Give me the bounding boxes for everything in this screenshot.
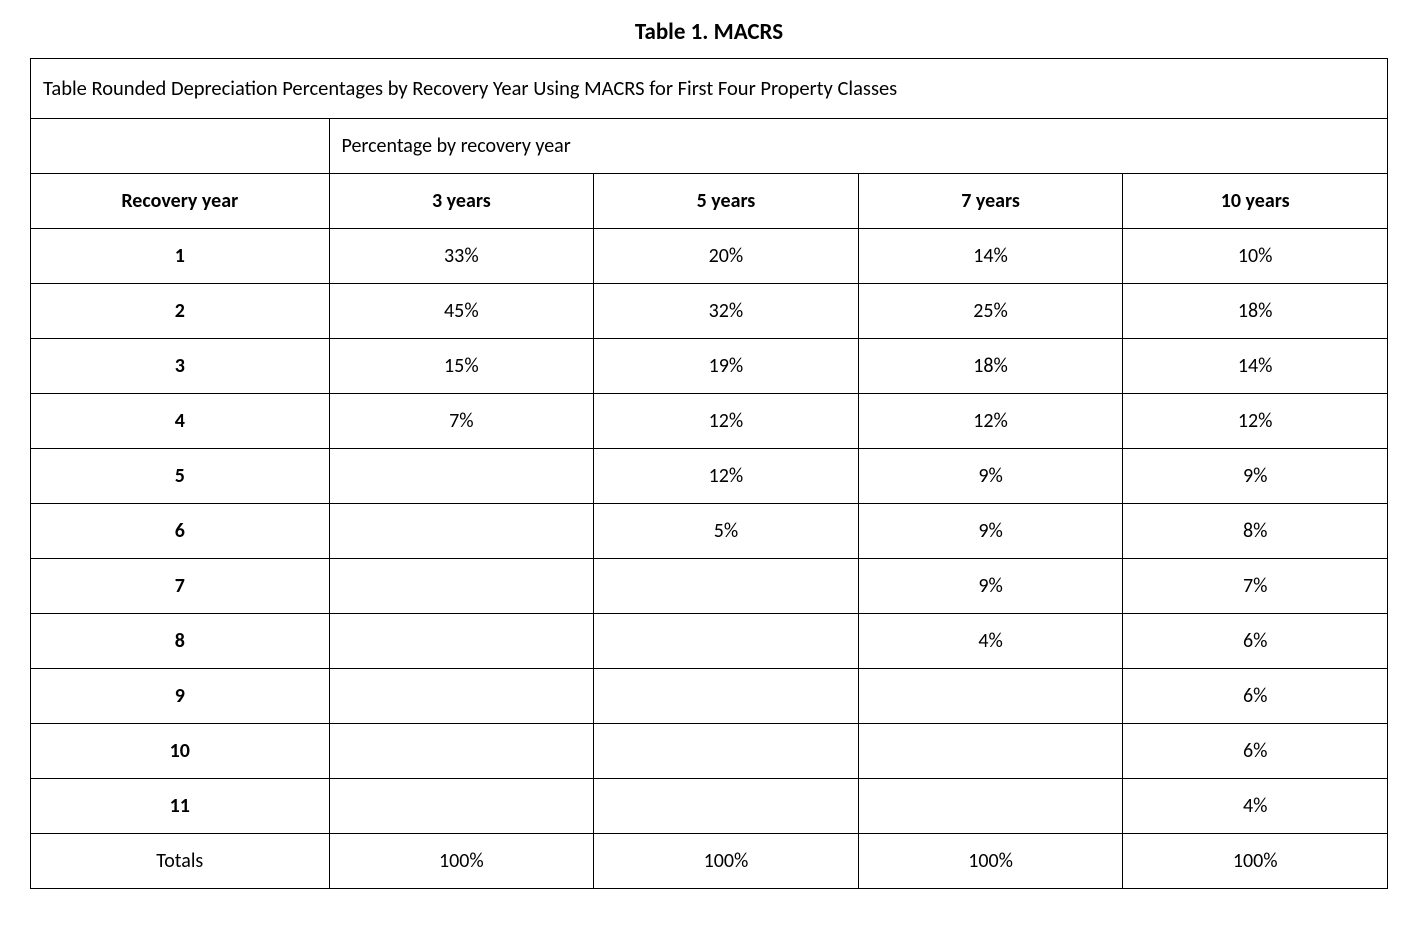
cell-3y bbox=[329, 723, 594, 778]
cell-totals-7y: 100% bbox=[858, 833, 1123, 888]
cell-3y bbox=[329, 558, 594, 613]
col-header-7-years: 7 years bbox=[858, 173, 1123, 228]
cell-3y bbox=[329, 613, 594, 668]
table-row: 4 7% 12% 12% 12% bbox=[31, 393, 1388, 448]
table-row: 3 15% 19% 18% 14% bbox=[31, 338, 1388, 393]
cell-7y bbox=[858, 723, 1123, 778]
table-row: 8 4% 6% bbox=[31, 613, 1388, 668]
cell-10y: 4% bbox=[1123, 778, 1388, 833]
macrs-table: Table Rounded Depreciation Percentages b… bbox=[30, 58, 1388, 889]
cell-5y: 12% bbox=[594, 448, 859, 503]
cell-year: 7 bbox=[31, 558, 330, 613]
cell-3y: 33% bbox=[329, 228, 594, 283]
cell-totals-10y: 100% bbox=[1123, 833, 1388, 888]
col-header-5-years: 5 years bbox=[594, 173, 859, 228]
cell-year: 3 bbox=[31, 338, 330, 393]
table-caption-row: Table Rounded Depreciation Percentages b… bbox=[31, 59, 1388, 119]
col-header-10-years: 10 years bbox=[1123, 173, 1388, 228]
cell-7y: 25% bbox=[858, 283, 1123, 338]
cell-3y bbox=[329, 448, 594, 503]
cell-7y bbox=[858, 668, 1123, 723]
col-header-recovery-year: Recovery year bbox=[31, 173, 330, 228]
cell-7y: 9% bbox=[858, 558, 1123, 613]
cell-10y: 12% bbox=[1123, 393, 1388, 448]
cell-7y: 18% bbox=[858, 338, 1123, 393]
cell-7y: 14% bbox=[858, 228, 1123, 283]
cell-10y: 6% bbox=[1123, 668, 1388, 723]
cell-10y: 14% bbox=[1123, 338, 1388, 393]
table-row: 11 4% bbox=[31, 778, 1388, 833]
cell-totals-3y: 100% bbox=[329, 833, 594, 888]
table-title: Table 1. MACRS bbox=[30, 18, 1388, 46]
table-row: 7 9% 7% bbox=[31, 558, 1388, 613]
table-subhead-blank bbox=[31, 118, 330, 173]
cell-7y: 9% bbox=[858, 448, 1123, 503]
cell-year: 2 bbox=[31, 283, 330, 338]
table-row: 5 12% 9% 9% bbox=[31, 448, 1388, 503]
table-row: 6 5% 9% 8% bbox=[31, 503, 1388, 558]
cell-5y bbox=[594, 778, 859, 833]
cell-3y: 7% bbox=[329, 393, 594, 448]
cell-3y bbox=[329, 668, 594, 723]
cell-3y: 15% bbox=[329, 338, 594, 393]
cell-3y bbox=[329, 503, 594, 558]
cell-year: 1 bbox=[31, 228, 330, 283]
cell-10y: 6% bbox=[1123, 613, 1388, 668]
cell-5y: 5% bbox=[594, 503, 859, 558]
cell-5y bbox=[594, 723, 859, 778]
cell-year: 8 bbox=[31, 613, 330, 668]
cell-10y: 18% bbox=[1123, 283, 1388, 338]
table-row: 1 33% 20% 14% 10% bbox=[31, 228, 1388, 283]
cell-totals-5y: 100% bbox=[594, 833, 859, 888]
cell-5y: 19% bbox=[594, 338, 859, 393]
cell-5y bbox=[594, 668, 859, 723]
cell-year: 10 bbox=[31, 723, 330, 778]
cell-5y bbox=[594, 558, 859, 613]
cell-3y bbox=[329, 778, 594, 833]
cell-3y: 45% bbox=[329, 283, 594, 338]
cell-10y: 7% bbox=[1123, 558, 1388, 613]
cell-5y: 20% bbox=[594, 228, 859, 283]
table-subhead: Percentage by recovery year bbox=[329, 118, 1387, 173]
cell-10y: 8% bbox=[1123, 503, 1388, 558]
table-header-row: Recovery year 3 years 5 years 7 years 10… bbox=[31, 173, 1388, 228]
cell-10y: 9% bbox=[1123, 448, 1388, 503]
cell-totals-label: Totals bbox=[31, 833, 330, 888]
col-header-3-years: 3 years bbox=[329, 173, 594, 228]
cell-year: 6 bbox=[31, 503, 330, 558]
cell-5y: 12% bbox=[594, 393, 859, 448]
table-row: 2 45% 32% 25% 18% bbox=[31, 283, 1388, 338]
cell-5y bbox=[594, 613, 859, 668]
cell-10y: 10% bbox=[1123, 228, 1388, 283]
table-subhead-row: Percentage by recovery year bbox=[31, 118, 1388, 173]
cell-7y bbox=[858, 778, 1123, 833]
cell-7y: 12% bbox=[858, 393, 1123, 448]
cell-7y: 4% bbox=[858, 613, 1123, 668]
cell-5y: 32% bbox=[594, 283, 859, 338]
cell-7y: 9% bbox=[858, 503, 1123, 558]
cell-year: 9 bbox=[31, 668, 330, 723]
table-caption: Table Rounded Depreciation Percentages b… bbox=[31, 59, 1388, 119]
table-row: 9 6% bbox=[31, 668, 1388, 723]
cell-year: 11 bbox=[31, 778, 330, 833]
cell-year: 4 bbox=[31, 393, 330, 448]
cell-10y: 6% bbox=[1123, 723, 1388, 778]
table-row: 10 6% bbox=[31, 723, 1388, 778]
table-totals-row: Totals 100% 100% 100% 100% bbox=[31, 833, 1388, 888]
cell-year: 5 bbox=[31, 448, 330, 503]
